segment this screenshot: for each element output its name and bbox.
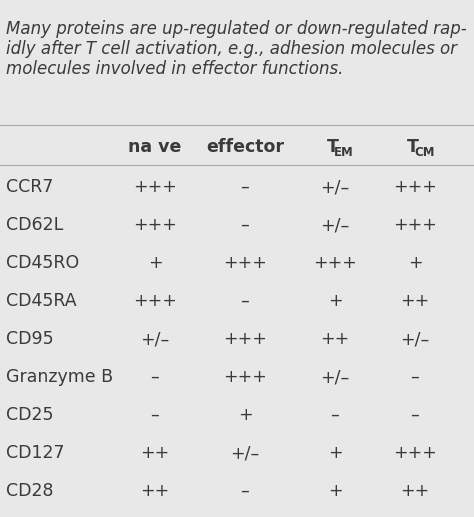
Text: +: + [328,292,342,310]
Text: +/–: +/– [320,178,350,196]
Text: +++: +++ [223,330,267,348]
Text: CD25: CD25 [6,406,54,424]
Text: ++: ++ [140,444,170,462]
Text: CD45RO: CD45RO [6,254,79,272]
Text: +++: +++ [393,444,437,462]
Text: +++: +++ [223,254,267,272]
Text: T: T [327,138,339,156]
Text: molecules involved in effector functions.: molecules involved in effector functions… [6,60,343,78]
Text: Many proteins are up-regulated or down-regulated rap-: Many proteins are up-regulated or down-r… [6,20,467,38]
Text: EM: EM [334,145,354,159]
Text: Granzyme B: Granzyme B [6,368,113,386]
Text: –: – [241,292,249,310]
Text: –: – [151,406,159,424]
Text: +: + [148,254,162,272]
Text: CD28: CD28 [6,482,54,500]
Text: +++: +++ [393,216,437,234]
Text: –: – [331,406,339,424]
Text: +/–: +/– [401,330,429,348]
Text: CCR7: CCR7 [6,178,54,196]
Text: +++: +++ [313,254,357,272]
Text: T: T [407,138,419,156]
Text: +++: +++ [223,368,267,386]
Text: +++: +++ [133,292,177,310]
Text: –: – [241,216,249,234]
Text: +++: +++ [393,178,437,196]
Text: CM: CM [414,145,435,159]
Text: idly after T cell activation, e.g., adhesion molecules or: idly after T cell activation, e.g., adhe… [6,40,457,58]
Text: ++: ++ [320,330,350,348]
Text: –: – [151,368,159,386]
Text: +/–: +/– [140,330,170,348]
Text: ++: ++ [140,482,170,500]
Text: CD95: CD95 [6,330,54,348]
Text: CD45RA: CD45RA [6,292,77,310]
Text: +/–: +/– [230,444,260,462]
Text: +: + [328,444,342,462]
Text: +: + [408,254,422,272]
Text: +: + [328,482,342,500]
Text: +/–: +/– [320,368,350,386]
Text: –: – [410,368,419,386]
Text: –: – [241,482,249,500]
Text: ++: ++ [401,292,429,310]
Text: +++: +++ [133,178,177,196]
Text: +: + [237,406,252,424]
Text: ++: ++ [401,482,429,500]
Text: +/–: +/– [320,216,350,234]
Text: effector: effector [206,138,284,156]
Text: CD127: CD127 [6,444,64,462]
Text: CD62L: CD62L [6,216,63,234]
Text: –: – [410,406,419,424]
Text: –: – [241,178,249,196]
Text: +++: +++ [133,216,177,234]
Text: na ve: na ve [128,138,182,156]
